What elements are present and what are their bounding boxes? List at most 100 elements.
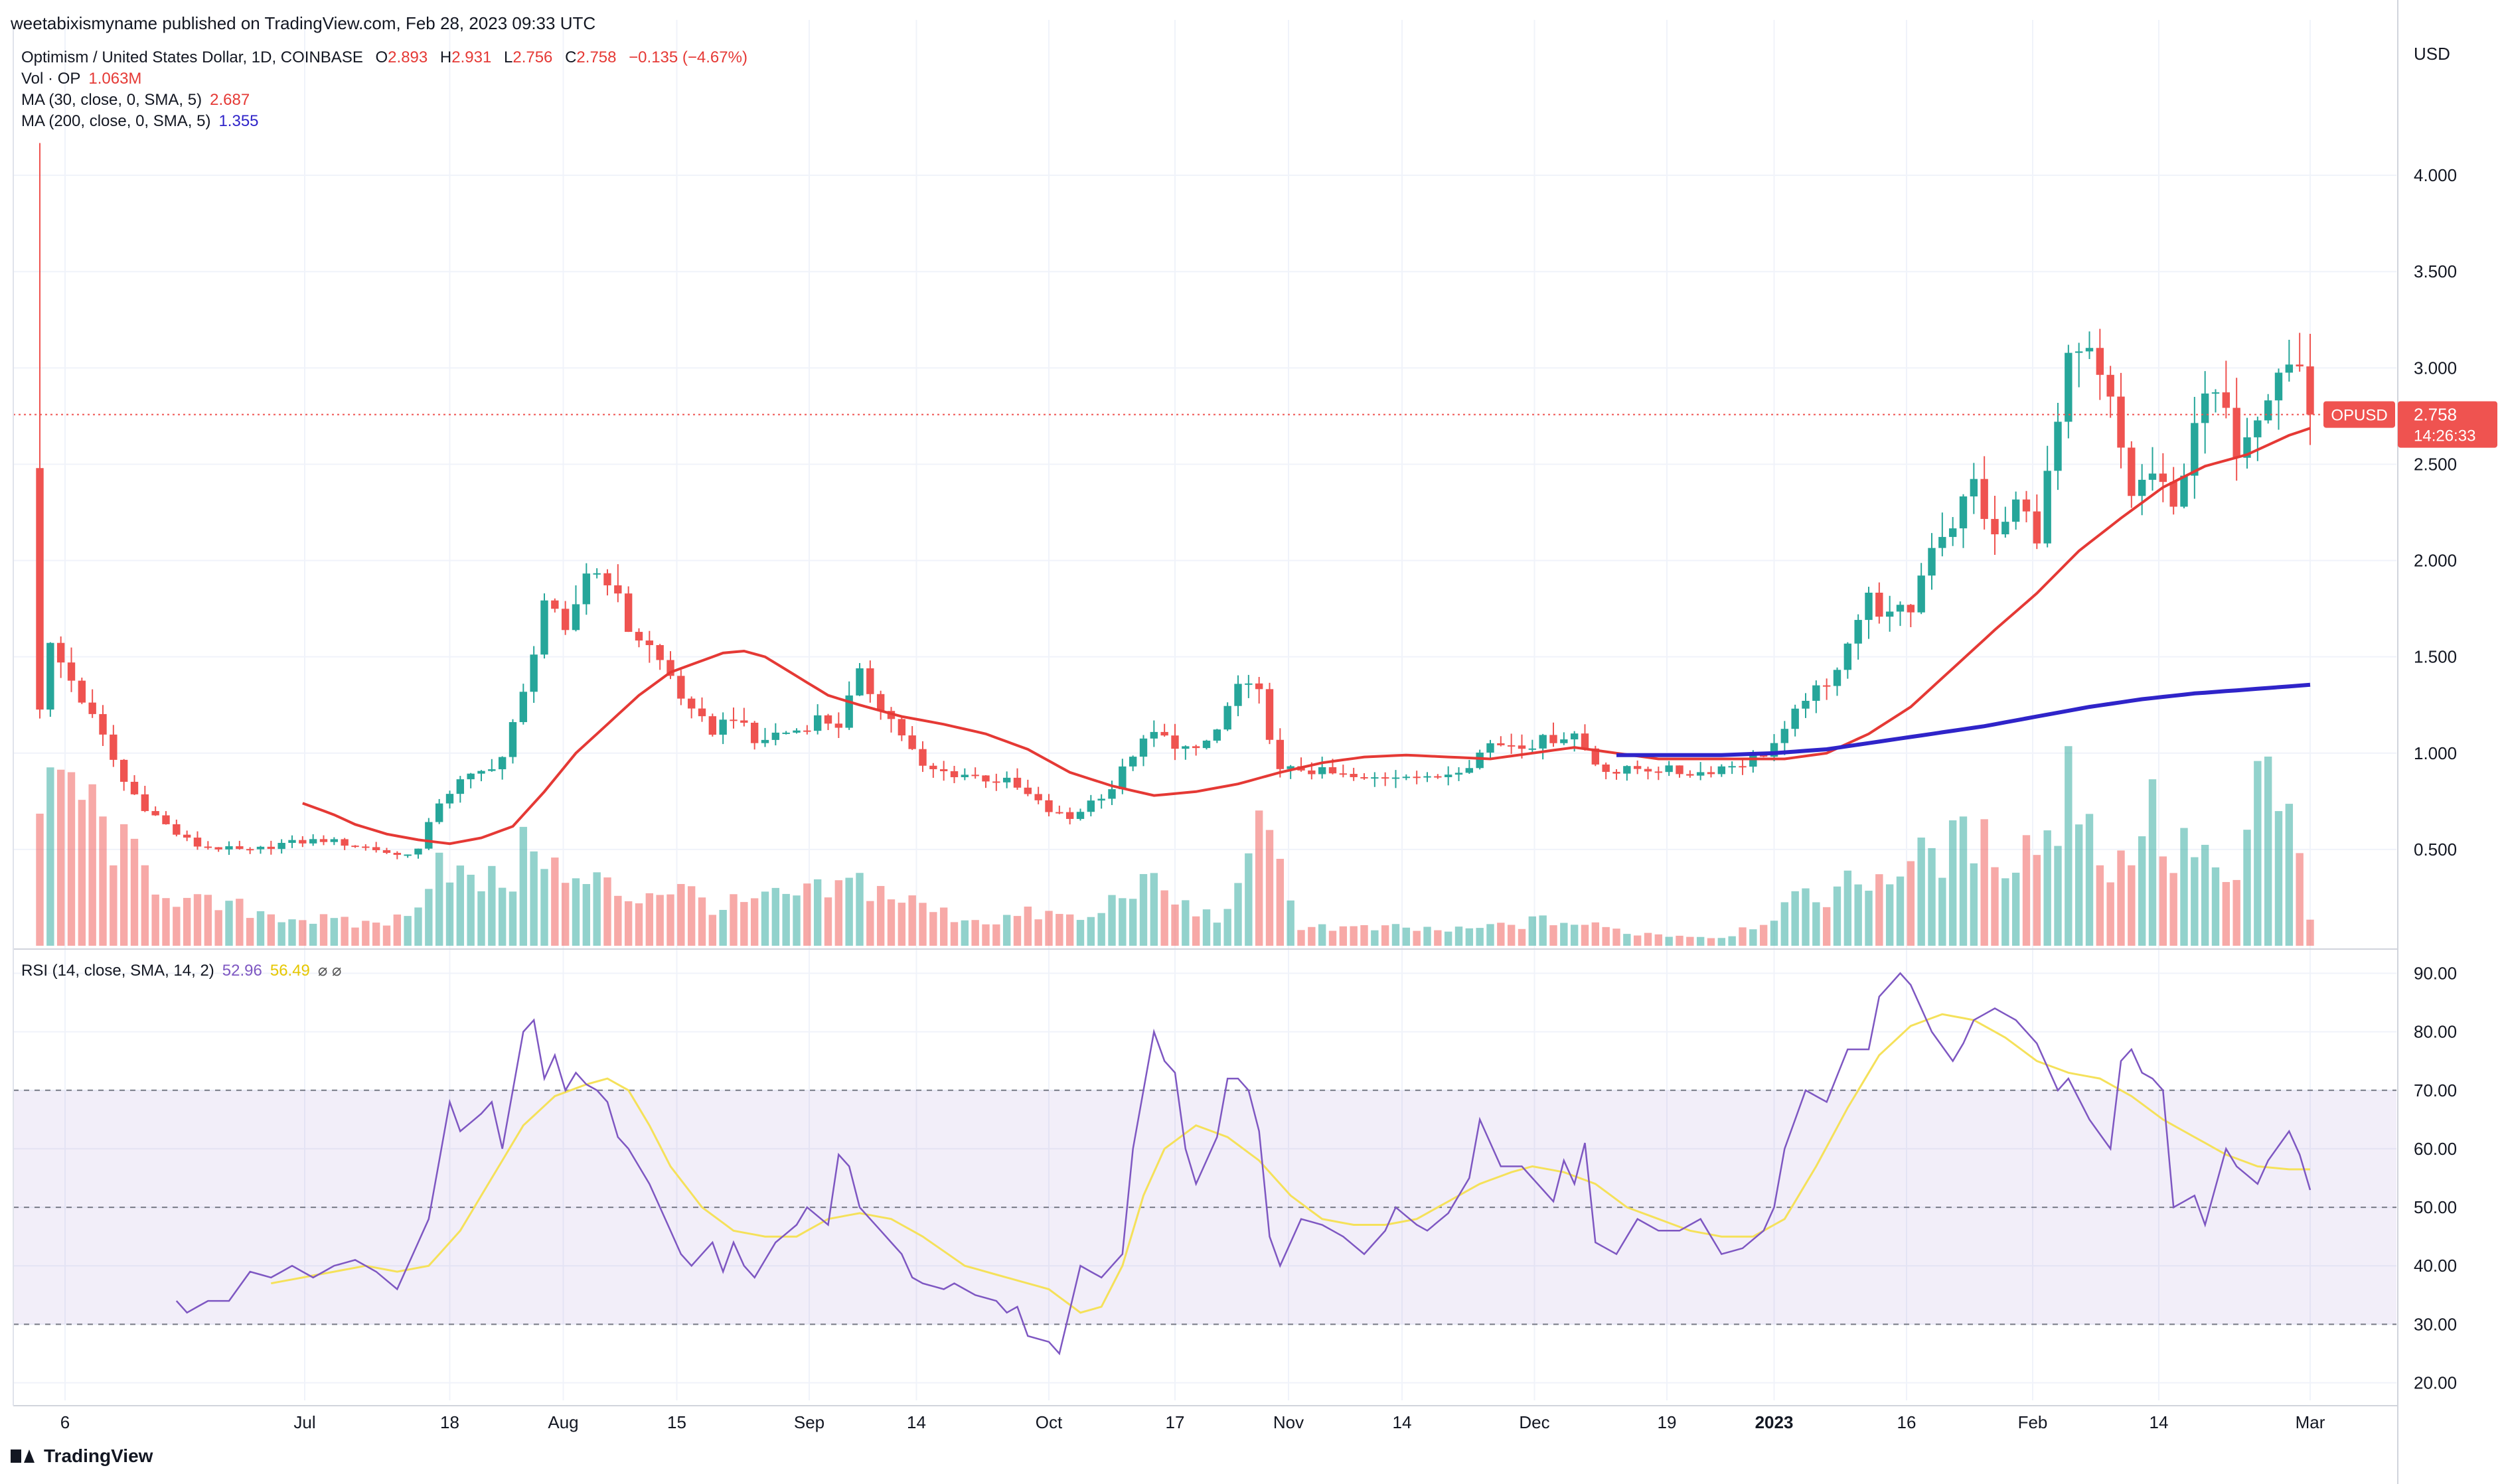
rsi-ma-value: 56.49 — [270, 962, 310, 980]
volume-bar — [193, 894, 202, 946]
volume-bar — [2201, 844, 2209, 946]
rsi-tick-label: 20.00 — [2414, 1373, 2457, 1393]
candle-body — [1119, 766, 1127, 790]
candle-body — [1528, 748, 1537, 750]
candle-body — [971, 775, 979, 777]
tradingview-logo[interactable]: TradingView — [11, 1446, 153, 1467]
volume-bar — [299, 920, 307, 946]
published-line: weetabixismyname published on TradingVie… — [11, 13, 596, 33]
candle-body — [1245, 683, 1253, 685]
volume-bar — [1297, 930, 1305, 946]
candle-body — [1854, 620, 1862, 644]
volume-bar — [1434, 930, 1442, 946]
symbol-name[interactable]: Optimism / United States Dollar, 1D, COI… — [21, 48, 363, 66]
candle-body — [1287, 766, 1294, 769]
rsi-settings-icon[interactable]: ⌀ ⌀ — [317, 962, 342, 980]
ma200-line — [1616, 682, 2311, 757]
candle-body — [414, 848, 422, 855]
volume-bar — [939, 907, 948, 946]
volume-bar — [1518, 928, 1526, 946]
volume-bar — [1739, 927, 1747, 946]
price-tag-bg — [2398, 401, 2497, 448]
candle-body — [1402, 777, 1411, 779]
candle-body — [1770, 743, 1778, 757]
volume-bar — [456, 865, 465, 946]
candle-body — [919, 749, 927, 766]
time-tick-label: Nov — [1273, 1412, 1304, 1432]
time-tick-label: 16 — [1897, 1412, 1917, 1432]
volume-bar — [1843, 870, 1852, 946]
volume-bar — [1381, 925, 1389, 946]
rsi-tick-label: 30.00 — [2414, 1314, 2457, 1334]
time-tick-label: 17 — [1166, 1412, 1185, 1432]
volume-bar — [1065, 914, 1074, 946]
volume-bar — [1024, 907, 1032, 946]
candle-body — [1539, 735, 1547, 749]
volume-bar — [1802, 888, 1810, 946]
candle-body — [246, 849, 254, 851]
candle-body — [803, 730, 811, 732]
candle-body — [1518, 745, 1526, 749]
volume-bar — [2085, 814, 2094, 946]
volume-bar — [2296, 853, 2304, 946]
volume-bar — [214, 910, 222, 946]
candle-body — [1497, 743, 1505, 745]
rsi-line — [175, 972, 2311, 1356]
candle-body — [2211, 392, 2220, 394]
volume-bar — [498, 887, 507, 946]
volume-value: 1.063M — [88, 70, 142, 88]
candle-body — [908, 735, 916, 749]
candle-body — [1139, 738, 1148, 757]
volume-bar — [1633, 935, 1642, 946]
volume-bar — [2169, 873, 2177, 946]
candle-body — [2169, 482, 2177, 507]
candle-body — [1739, 766, 1747, 768]
volume-legend[interactable]: Vol · OP 1.063M — [21, 69, 149, 89]
ma30-legend[interactable]: MA (30, close, 0, SMA, 5) 2.687 — [21, 90, 258, 110]
candle-body — [750, 722, 759, 743]
volume-bar — [2211, 867, 2220, 946]
candle-body — [498, 757, 507, 770]
ma30-label: MA (30, close, 0, SMA, 5) — [21, 91, 202, 109]
candle-body — [214, 847, 222, 850]
volume-bar — [740, 902, 748, 946]
volume-bar — [2264, 756, 2272, 946]
candle-body — [1265, 689, 1274, 740]
volume-bar — [730, 894, 738, 946]
candle-body — [1360, 777, 1368, 779]
volume-bar — [929, 912, 937, 946]
candle-body — [1812, 685, 1820, 701]
volume-bar — [2033, 855, 2041, 946]
candle-body — [540, 600, 548, 655]
candle-body — [939, 769, 948, 772]
candle-body — [1213, 729, 1221, 741]
rsi-legend[interactable]: RSI (14, close, SMA, 14, 2) 52.96 56.49 ⌀ ⌀ — [21, 961, 349, 981]
candle-body — [1728, 766, 1736, 768]
volume-bar — [1896, 876, 1905, 946]
volume-bar — [971, 920, 979, 946]
volume-bar — [2001, 878, 2009, 946]
candle-body — [372, 847, 380, 851]
volume-bar — [236, 899, 244, 946]
candle-body — [2117, 396, 2125, 448]
volume-bar — [1928, 848, 1936, 946]
candle-body — [1444, 775, 1452, 777]
volume-bar — [2285, 804, 2294, 946]
candle-body — [2191, 423, 2199, 476]
volume-bar — [1087, 917, 1095, 946]
ma200-value: 1.355 — [218, 112, 259, 130]
volume-bar — [1255, 810, 1263, 946]
time-tick-label: 14 — [907, 1412, 926, 1432]
volume-bar — [1465, 928, 1474, 946]
volume-bar — [898, 903, 906, 946]
time-tick-label: 15 — [667, 1412, 686, 1432]
axes — [13, 0, 2398, 1484]
volume-bar — [2243, 830, 2251, 946]
volume-bar — [2128, 865, 2136, 946]
ma200-legend[interactable]: MA (200, close, 0, SMA, 5) 1.355 — [21, 111, 267, 131]
candle-body — [1034, 794, 1042, 800]
volume-bar — [813, 879, 822, 946]
volume-bar — [982, 924, 990, 946]
time-tick-label: 14 — [2150, 1412, 2169, 1432]
